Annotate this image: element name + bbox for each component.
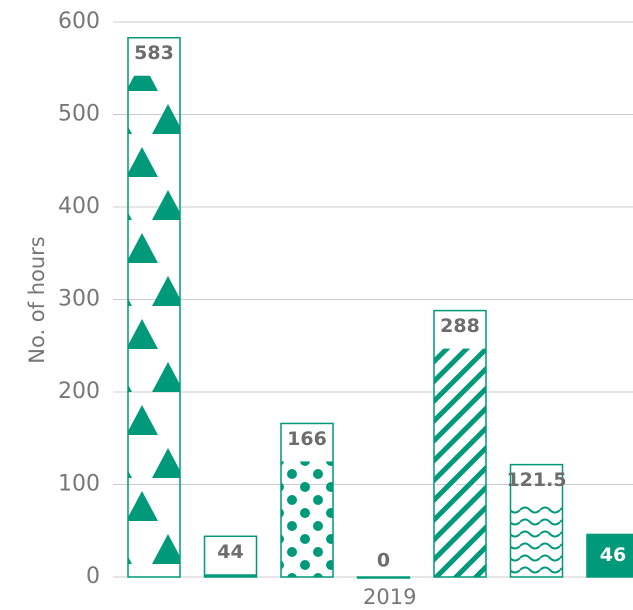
y-axis-label: No. of hours — [25, 236, 49, 364]
value-label: 288 — [440, 315, 480, 337]
bar — [586, 533, 633, 578]
value-label: 166 — [287, 428, 327, 450]
bar — [356, 576, 411, 579]
bar — [127, 36, 181, 578]
value-label: 46 — [600, 544, 626, 566]
y-tick-label: 400 — [58, 194, 100, 219]
bar — [433, 309, 487, 578]
bar — [509, 463, 564, 578]
bar-pattern — [434, 348, 486, 577]
value-label: 0 — [377, 550, 390, 572]
bar-pattern — [204, 574, 257, 577]
value-label: 44 — [217, 541, 243, 563]
y-tick-label: 500 — [58, 102, 100, 127]
x-tick-label: 2019 — [363, 585, 416, 609]
y-tick-label: 0 — [86, 564, 100, 589]
bar-pattern — [281, 461, 333, 577]
bar — [280, 422, 334, 578]
y-tick-label: 100 — [58, 472, 100, 497]
y-tick-label: 600 — [58, 9, 100, 34]
value-label: 583 — [134, 42, 174, 64]
bar-pattern — [128, 75, 180, 577]
value-label: 121.5 — [506, 469, 566, 491]
bar — [203, 535, 258, 578]
y-tick-label: 300 — [58, 287, 100, 312]
bar-pattern — [510, 502, 563, 577]
y-tick-label: 200 — [58, 379, 100, 404]
